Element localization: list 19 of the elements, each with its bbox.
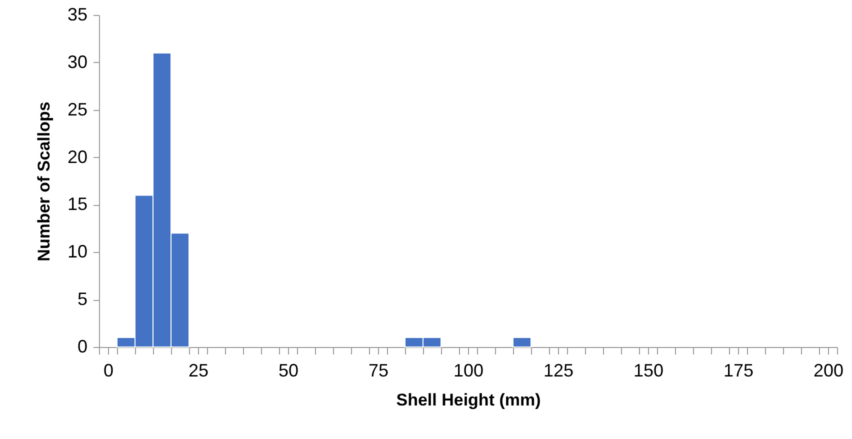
- x-tick-label: 200: [813, 360, 844, 380]
- x-tick-label: 175: [723, 360, 754, 380]
- y-tick-label: 5: [77, 289, 88, 310]
- y-tick-label: 30: [67, 52, 88, 72]
- y-axis-title: Number of Scallops: [34, 102, 54, 262]
- y-tick-label: 25: [67, 99, 88, 120]
- x-tick-label: 125: [543, 360, 574, 380]
- x-tick-label: 50: [278, 360, 299, 380]
- y-tick-label: 0: [77, 336, 88, 356]
- y-tick-label: 20: [67, 146, 88, 167]
- x-tick-label: 0: [103, 360, 114, 380]
- y-tick-label: 15: [67, 194, 88, 214]
- y-tick-label: 10: [67, 242, 88, 262]
- x-tick-label: 75: [368, 360, 389, 380]
- x-tick-label: 150: [633, 360, 664, 380]
- y-tick-label: 35: [67, 4, 88, 24]
- x-tick-label: 25: [188, 360, 209, 380]
- x-tick-label: 100: [453, 360, 484, 380]
- x-axis-title: Shell Height (mm): [396, 390, 541, 410]
